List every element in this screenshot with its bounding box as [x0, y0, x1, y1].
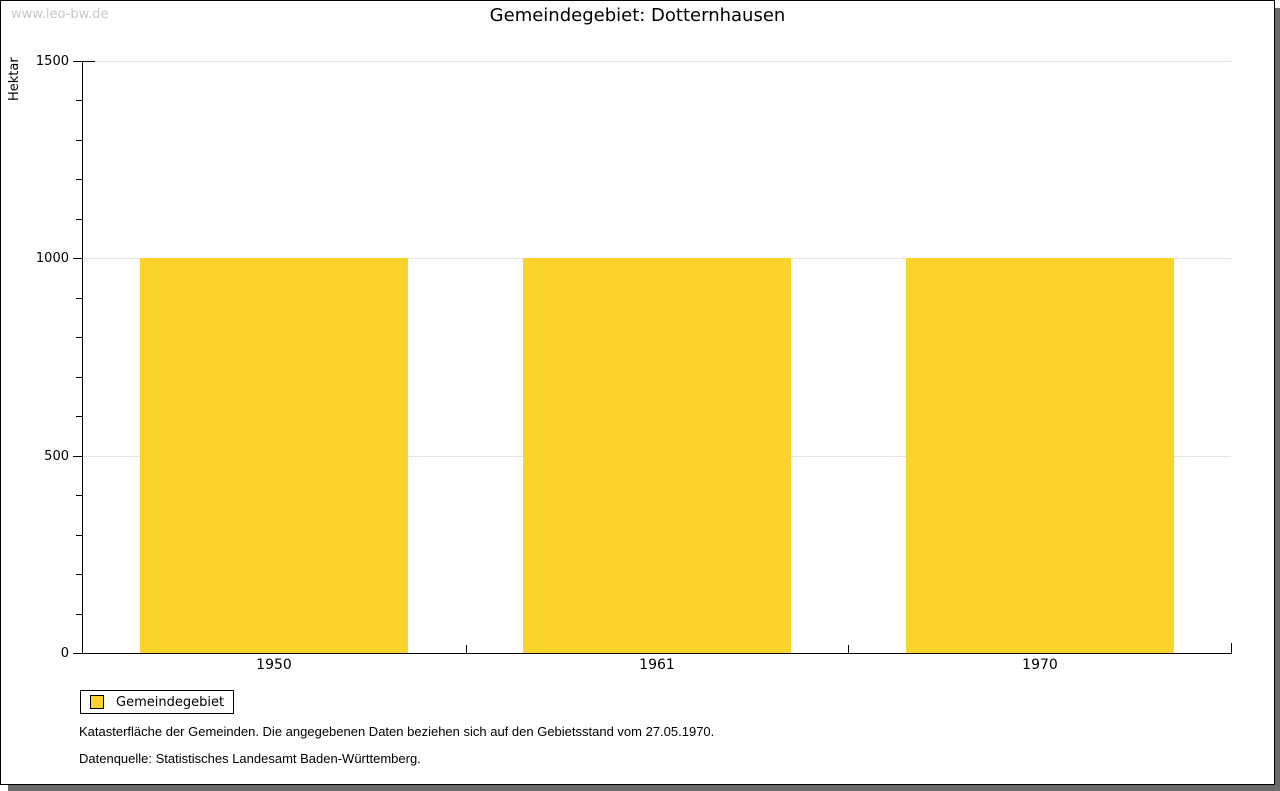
- y-minor-tick-1300: [76, 140, 82, 141]
- y-minor-tick-400: [76, 495, 82, 496]
- bar-1970: [906, 258, 1174, 653]
- y-major-tick-500: [73, 456, 82, 457]
- bar-1961: [523, 258, 791, 653]
- y-minor-tick-200: [76, 574, 82, 575]
- x-category-tick-2: [848, 645, 849, 653]
- y-minor-tick-700: [76, 377, 82, 378]
- y-minor-tick-1200: [76, 179, 82, 180]
- y-major-tick-1000: [73, 258, 82, 259]
- footer-source: Datenquelle: Statistisches Landesamt Bad…: [79, 751, 421, 766]
- y-axis-line: [82, 61, 83, 654]
- y-tick-label-1000: 1000: [35, 251, 69, 266]
- y-minor-tick-600: [76, 416, 82, 417]
- watermark: www.leo-bw.de: [11, 7, 109, 22]
- legend-swatch-icon: [90, 695, 104, 709]
- drop-shadow-bottom: [8, 785, 1280, 791]
- chart-title: Gemeindegebiet: Dotternhausen: [489, 5, 786, 26]
- legend-label: Gemeindegebiet: [116, 694, 225, 710]
- y-minor-tick-1400: [76, 100, 82, 101]
- y-minor-tick-100: [76, 614, 82, 615]
- y-major-tick-0: [73, 653, 82, 654]
- x-axis-line: [82, 653, 1232, 654]
- x-axis-end-stub: [1231, 643, 1232, 653]
- x-tick-label-1970: 1970: [1022, 657, 1058, 673]
- y-tick-label-500: 500: [44, 449, 69, 464]
- gridline-1500: [83, 61, 1231, 62]
- y-minor-tick-800: [76, 337, 82, 338]
- y-tick-label-1500: 1500: [35, 54, 69, 69]
- legend: Gemeindegebiet: [80, 690, 234, 714]
- y-minor-tick-1100: [76, 219, 82, 220]
- footer-note: Katasterfläche der Gemeinden. Die angege…: [79, 724, 715, 739]
- x-tick-label-1950: 1950: [256, 657, 292, 673]
- y-axis-top-stub: [83, 61, 95, 62]
- x-category-tick-1: [466, 645, 467, 653]
- y-tick-label-0: 0: [60, 646, 69, 661]
- y-minor-tick-900: [76, 298, 82, 299]
- y-minor-tick-300: [76, 535, 82, 536]
- x-tick-label-1961: 1961: [639, 657, 675, 673]
- y-major-tick-1500: [73, 61, 82, 62]
- bar-1950: [140, 258, 408, 653]
- drop-shadow-right: [1275, 8, 1280, 791]
